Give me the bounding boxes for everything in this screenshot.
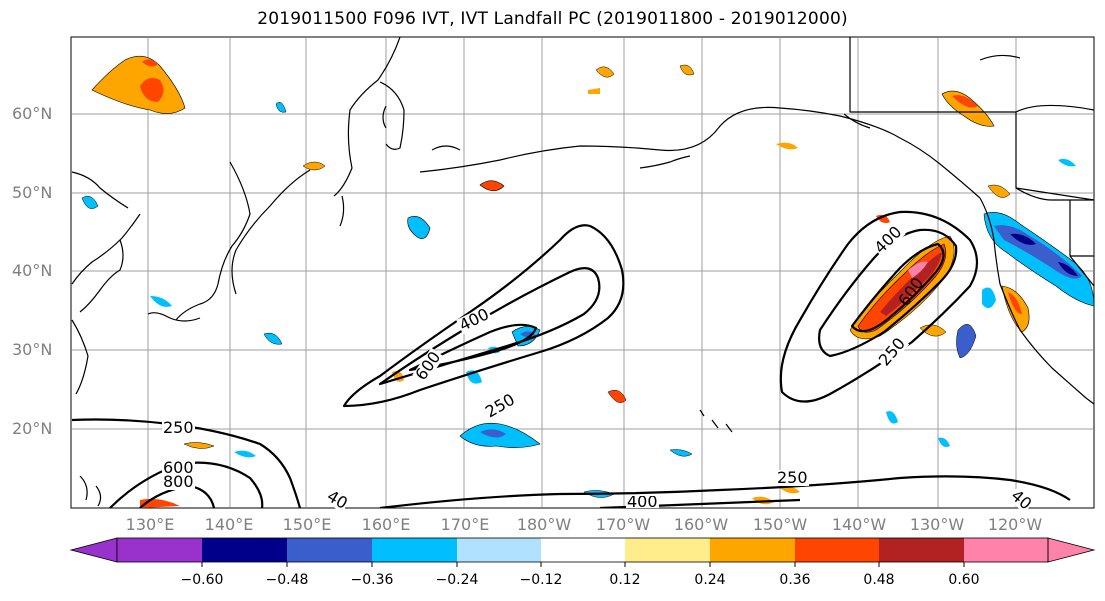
- lon-label-140e: 140°E: [204, 515, 254, 534]
- colorbar-bin-6: [541, 538, 625, 562]
- colorbar-ticks: [201, 562, 965, 567]
- lon-label-150w: 150°W: [752, 515, 808, 534]
- lat-label-20n: 20°N: [12, 419, 53, 438]
- colorbar-frame: [116, 537, 1049, 563]
- colorbar-label-012: 0.12: [609, 572, 641, 588]
- lat-label-60n: 60°N: [12, 104, 53, 123]
- contour-label-250-south: 250: [776, 468, 809, 487]
- lon-label-170e: 170°E: [440, 515, 490, 534]
- coastlines: [71, 37, 1094, 507]
- colorbar-bin-11: [964, 538, 1048, 562]
- lon-label-130w: 130°W: [909, 515, 965, 534]
- colorbar-bin-9: [795, 538, 879, 562]
- contour-label-800-sw: 800: [162, 472, 195, 491]
- colorbar-bin-4: [372, 538, 457, 562]
- colorbar-bin-5: [457, 538, 541, 562]
- colorbar-label-m060: −0.60: [180, 572, 224, 588]
- lon-label-140w: 140°W: [831, 515, 887, 534]
- colorbar-extend-high: [1047, 537, 1096, 563]
- map-title: 2019011500 F096 IVT, IVT Landfall PC (20…: [257, 9, 848, 29]
- lon-label-120w: 120°W: [987, 515, 1043, 534]
- colorbar-label-024: 0.24: [694, 572, 726, 588]
- ivt-contours: [71, 210, 1071, 508]
- colorbar-bin-7: [625, 538, 710, 562]
- lon-label-150e: 150°E: [282, 515, 332, 534]
- lon-label-180w: 180°W: [516, 515, 572, 534]
- pc-shading: [81, 55, 1094, 508]
- lat-label-30n: 30°N: [12, 340, 53, 359]
- lat-label-50n: 50°N: [12, 183, 53, 202]
- gridlines: [71, 37, 1094, 508]
- contour-label-600-sw: 600: [162, 458, 195, 477]
- colorbar-bin-10: [879, 538, 964, 562]
- colorbar-bin-2: [202, 538, 287, 562]
- colorbar-label-048: 0.48: [863, 572, 895, 588]
- colorbar-bin-1: [117, 538, 202, 562]
- lat-label-40n: 40°N: [12, 261, 53, 280]
- contour-label-250-sw: 250: [162, 418, 195, 437]
- colorbar-bin-3: [287, 538, 372, 562]
- contour-label-400-south: 400: [626, 496, 659, 508]
- colorbar-label-m024: −0.24: [435, 572, 479, 588]
- lon-label-160w: 160°W: [673, 515, 729, 534]
- lon-label-130e: 130°E: [125, 515, 175, 534]
- colorbar-extend-low: [69, 537, 118, 563]
- colorbar-bin-8: [710, 538, 795, 562]
- colorbar-label-m036: −0.36: [350, 572, 394, 588]
- colorbar-label-m012: −0.12: [519, 572, 563, 588]
- colorbar-label-036: 0.36: [779, 572, 811, 588]
- colorbar-label-m048: −0.48: [265, 572, 309, 588]
- lon-label-160e: 160°E: [361, 515, 411, 534]
- colorbar-label-060: 0.60: [948, 572, 980, 588]
- lon-label-170w: 170°W: [595, 515, 651, 534]
